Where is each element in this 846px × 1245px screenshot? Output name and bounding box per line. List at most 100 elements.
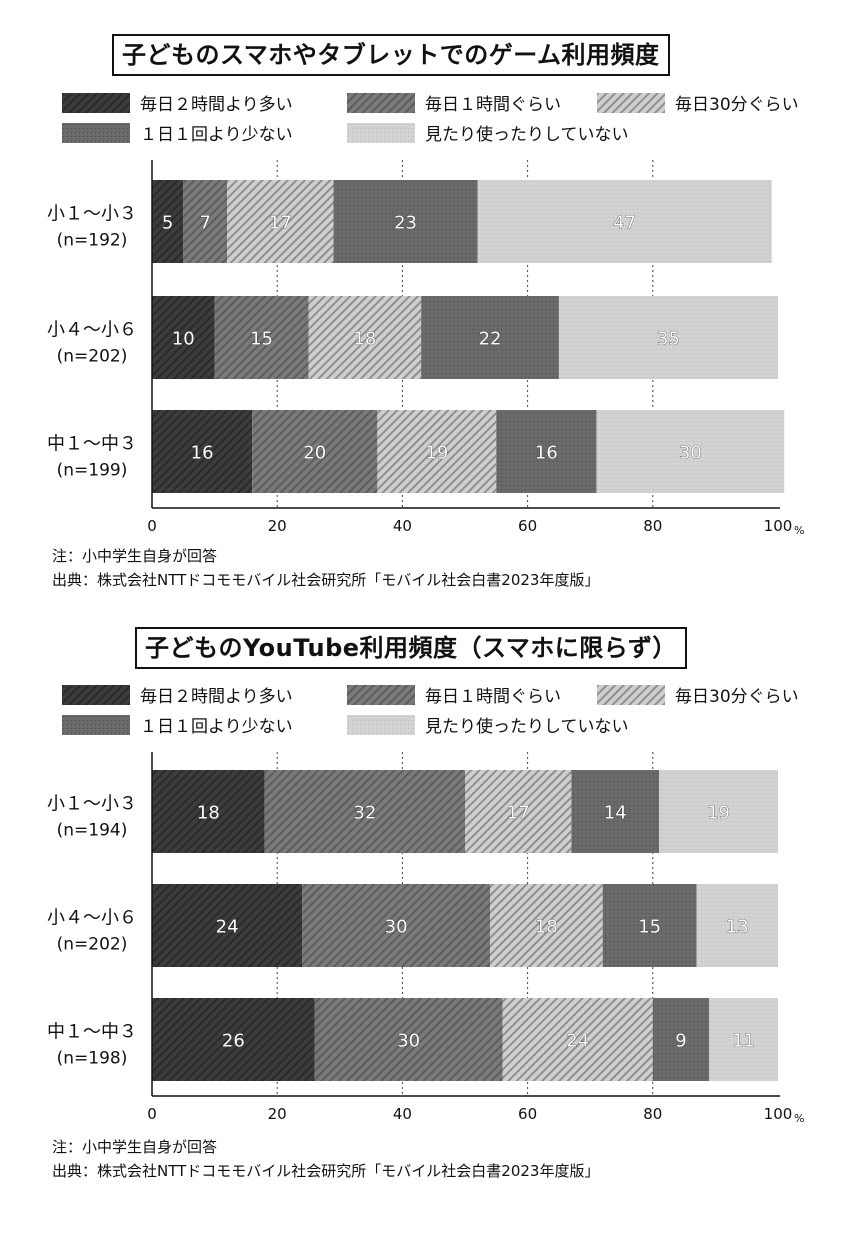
data-label: 30	[397, 1031, 420, 1052]
legend-item: 毎日30分ぐらい	[597, 90, 799, 115]
data-label: 30	[385, 917, 408, 938]
bar-segment	[152, 998, 315, 1081]
bar-segment	[490, 884, 603, 967]
bar-segment	[558, 296, 778, 379]
legend-label: 毎日１時間ぐらい	[425, 95, 561, 115]
x-tick-label: 60	[518, 517, 537, 535]
x-tick-label: 100	[764, 517, 793, 535]
bar-segment	[333, 180, 478, 263]
legend-label: 毎日30分ぐらい	[675, 95, 799, 115]
bar-segment	[502, 998, 653, 1081]
data-label: 22	[479, 329, 502, 350]
x-tick-label: 60	[518, 1105, 537, 1123]
category-n-label: (n=194)	[57, 821, 128, 841]
chart-legend: 毎日２時間より多い 毎日１時間ぐらい 毎日30分ぐらい １日１回より少ない 見たり使った…	[62, 90, 822, 150]
data-label: 18	[353, 329, 376, 350]
bar-segment	[696, 884, 778, 967]
data-label: 18	[197, 803, 220, 824]
bar-segment	[183, 180, 228, 263]
data-label: 15	[638, 917, 661, 938]
bar-segment	[152, 770, 265, 853]
legend-label: 見たり使ったりしていない	[425, 125, 629, 145]
legend-swatch	[347, 122, 415, 143]
bar-segment	[477, 180, 772, 263]
data-label: 5	[162, 213, 173, 234]
data-label: 26	[222, 1031, 245, 1052]
legend-item: 毎日30分ぐらい	[597, 682, 799, 707]
legend-swatch	[62, 122, 130, 143]
legend-swatch	[347, 92, 415, 113]
legend-swatch	[62, 714, 130, 735]
x-tick-label: 40	[393, 1105, 412, 1123]
data-label: 15	[250, 329, 273, 350]
data-label: 24	[566, 1031, 589, 1052]
data-label: 16	[191, 443, 214, 464]
legend-swatch	[62, 92, 130, 113]
bar-segment	[252, 410, 378, 493]
chart-legend: 毎日２時間より多い 毎日１時間ぐらい 毎日30分ぐらい １日１回より少ない 見たり使った…	[62, 682, 822, 742]
chart-plot: 5 7 17 23 47 小１～小３ (n=192) 10 15 18 22 35 小４～小６ (n=20…	[47, 160, 804, 537]
data-label: 18	[535, 917, 558, 938]
chart-note: 注：小中学生自身が回答	[52, 1138, 218, 1156]
bar-segment	[308, 296, 422, 379]
x-tick-label: 100	[764, 1105, 793, 1123]
chart-source: 出典：株式会社NTTドコモモバイル社会研究所「モバイル社会白書2023年度版」	[52, 571, 600, 589]
chart-plot: 18 32 17 14 19 小１～小３ (n=194) 24 30 18 15 13 小４～小６ (n=…	[47, 752, 804, 1125]
bar-segment	[152, 296, 215, 379]
legend-item: 見たり使ったりしていない	[347, 120, 629, 145]
category-n-label: (n=202)	[57, 935, 128, 955]
chart-note: 注：小中学生自身が回答	[52, 547, 218, 565]
category-n-label: (n=202)	[57, 347, 128, 367]
legend-item: １日１回より少ない	[62, 120, 293, 145]
chart-source: 出典：株式会社NTTドコモモバイル社会研究所「モバイル社会白書2023年度版」	[52, 1162, 600, 1180]
data-label: 9	[675, 1031, 686, 1052]
category-label: 小１～小３	[47, 794, 137, 815]
bar-segment	[377, 410, 497, 493]
data-label: 35	[657, 329, 680, 350]
bar-segment	[496, 410, 597, 493]
bar-segment	[152, 410, 253, 493]
x-tick-label: 0	[147, 517, 157, 535]
legend-label: １日１回より少ない	[140, 717, 293, 737]
data-label: 19	[425, 443, 448, 464]
data-label: 13	[726, 917, 749, 938]
bar-segment	[602, 884, 697, 967]
category-n-label: (n=198)	[57, 1049, 128, 1069]
data-label: 19	[707, 803, 730, 824]
legend-label: 毎日２時間より多い	[140, 687, 293, 707]
bar-segment	[302, 884, 491, 967]
legend-swatch	[597, 92, 665, 113]
bar-segment	[571, 770, 660, 853]
chart-title: 子どものスマホやタブレットでのゲーム利用頻度	[112, 34, 670, 76]
data-label: 17	[507, 803, 530, 824]
legend-swatch	[347, 714, 415, 735]
bar-segment	[659, 770, 778, 853]
legend-label: 見たり使ったりしていない	[425, 717, 629, 737]
data-label: 20	[303, 443, 326, 464]
game-usage-chart: 子どものスマホやタブレットでのゲーム利用頻度 毎日２時間より多い 毎日１時間ぐらい…	[0, 0, 846, 600]
bar-segment	[152, 180, 184, 263]
bar-segment	[421, 296, 559, 379]
data-label: 14	[604, 803, 627, 824]
legend-label: 毎日１時間ぐらい	[425, 687, 561, 707]
youtube-usage-chart: 子どものYouTube利用頻度（スマホに限らず） 毎日２時間より多い 毎日１時間ぐ…	[0, 612, 846, 1212]
legend-item: 毎日２時間より多い	[62, 90, 293, 115]
legend-label: １日１回より少ない	[140, 125, 293, 145]
bar-segment	[465, 770, 572, 853]
data-label: 7	[199, 213, 210, 234]
x-axis-unit: %	[794, 524, 804, 537]
bar-segment	[264, 770, 465, 853]
data-label: 11	[732, 1031, 755, 1052]
data-label: 17	[269, 213, 292, 234]
data-label: 24	[216, 917, 239, 938]
bar-segment	[709, 998, 778, 1081]
category-n-label: (n=192)	[57, 231, 128, 251]
legend-swatch	[62, 684, 130, 705]
x-tick-label: 80	[643, 1105, 662, 1123]
category-label: 小４～小６	[47, 908, 137, 929]
bar-segment	[214, 296, 309, 379]
legend-swatch	[597, 684, 665, 705]
x-tick-label: 40	[393, 517, 412, 535]
data-label: 32	[353, 803, 376, 824]
legend-item: １日１回より少ない	[62, 712, 293, 737]
